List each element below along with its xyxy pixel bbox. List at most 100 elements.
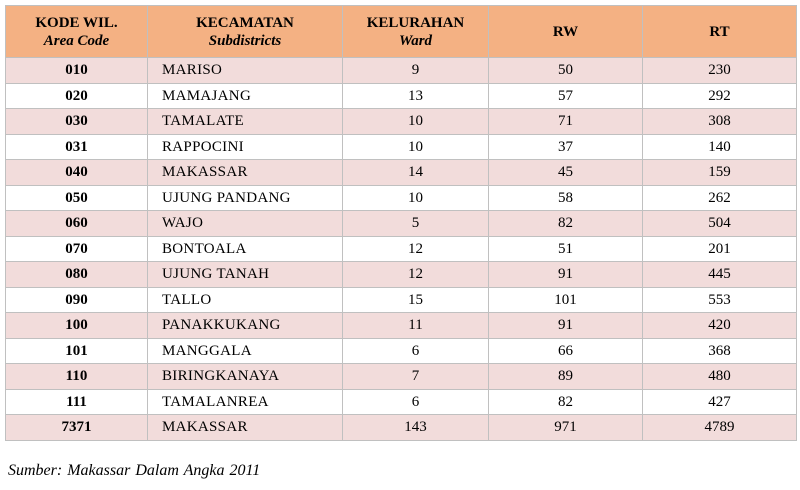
- header-label: KECAMATAN: [196, 14, 294, 31]
- rw-count-cell: 101: [488, 286, 643, 313]
- table-row: 031 RAPPOCINI 10 37 140: [5, 133, 797, 160]
- ward-count-cell: 10: [342, 184, 489, 211]
- subdistrict-cell: BIRINGKANAYA: [147, 363, 343, 390]
- ward-count-cell: 12: [342, 235, 489, 262]
- ward-count-cell: 10: [342, 108, 489, 135]
- subdistrict-cell: UJUNG TANAH: [147, 261, 343, 288]
- header-area-code: KODE WIL. Area Code: [5, 5, 148, 58]
- table-row: 111 TAMALANREA 6 82 427: [5, 388, 797, 415]
- ward-count-cell: 12: [342, 261, 489, 288]
- header-sublabel: Subdistricts: [208, 32, 282, 49]
- table-row: 040 MAKASSAR 14 45 159: [5, 159, 797, 186]
- area-code-cell: 020: [5, 82, 148, 109]
- rt-count-cell: 140: [642, 133, 797, 160]
- rt-count-cell: 420: [642, 312, 797, 339]
- area-code-cell: 030: [5, 108, 148, 135]
- subdistrict-cell: PANAKKUKANG: [147, 312, 343, 339]
- header-sublabel: Area Code: [43, 32, 110, 49]
- rt-count-cell: 292: [642, 82, 797, 109]
- ward-count-cell: 6: [342, 388, 489, 415]
- table-row: 060 WAJO 5 82 504: [5, 210, 797, 237]
- rw-count-cell: 58: [488, 184, 643, 211]
- rt-count-cell: 445: [642, 261, 797, 288]
- data-table-container: KODE WIL. Area Code KECAMATAN Subdistric…: [5, 5, 797, 441]
- rw-count-cell: 57: [488, 82, 643, 109]
- area-code-cell: 100: [5, 312, 148, 339]
- table-row: 080 UJUNG TANAH 12 91 445: [5, 261, 797, 288]
- header-rw: RW: [488, 5, 643, 58]
- area-code-cell: 080: [5, 261, 148, 288]
- table-row: 010 MARISO 9 50 230: [5, 57, 797, 84]
- header-ward: KELURAHAN Ward: [342, 5, 489, 58]
- rw-count-cell: 82: [488, 388, 643, 415]
- table-row: 020 MAMAJANG 13 57 292: [5, 82, 797, 109]
- header-row: KODE WIL. Area Code KECAMATAN Subdistric…: [5, 5, 797, 58]
- ward-count-cell: 11: [342, 312, 489, 339]
- header-label: RT: [709, 23, 730, 40]
- rt-count-cell: 368: [642, 337, 797, 364]
- ward-count-cell: 14: [342, 159, 489, 186]
- subdistrict-cell: UJUNG PANDANG: [147, 184, 343, 211]
- rt-count-cell: 427: [642, 388, 797, 415]
- rw-count-cell: 66: [488, 337, 643, 364]
- rt-count-cell: 4789: [642, 414, 797, 441]
- area-code-cell: 010: [5, 57, 148, 84]
- rw-count-cell: 37: [488, 133, 643, 160]
- subdistrict-cell: RAPPOCINI: [147, 133, 343, 160]
- rt-count-cell: 159: [642, 159, 797, 186]
- rt-count-cell: 308: [642, 108, 797, 135]
- rw-count-cell: 82: [488, 210, 643, 237]
- rw-count-cell: 91: [488, 312, 643, 339]
- subdistrict-cell: TAMALATE: [147, 108, 343, 135]
- table-row: 110 BIRINGKANAYA 7 89 480: [5, 363, 797, 390]
- table-row: 090 TALLO 15 101 553: [5, 286, 797, 313]
- ward-count-cell: 7: [342, 363, 489, 390]
- table-row: 7371 MAKASSAR 143 971 4789: [5, 414, 797, 441]
- ward-count-cell: 5: [342, 210, 489, 237]
- header-rt: RT: [642, 5, 797, 58]
- area-code-cell: 070: [5, 235, 148, 262]
- subdistrict-cell: TAMALANREA: [147, 388, 343, 415]
- subdistrict-cell: WAJO: [147, 210, 343, 237]
- subdistrict-cell: MARISO: [147, 57, 343, 84]
- subdistrict-cell: MAMAJANG: [147, 82, 343, 109]
- rt-count-cell: 230: [642, 57, 797, 84]
- header-label: KODE WIL.: [35, 14, 118, 31]
- ward-count-cell: 143: [342, 414, 489, 441]
- header-label: RW: [552, 23, 579, 40]
- rt-count-cell: 201: [642, 235, 797, 262]
- rw-count-cell: 45: [488, 159, 643, 186]
- area-code-cell: 7371: [5, 414, 148, 441]
- rw-count-cell: 971: [488, 414, 643, 441]
- area-code-cell: 111: [5, 388, 148, 415]
- subdistrict-cell: MANGGALA: [147, 337, 343, 364]
- source-note: Sumber: Makassar Dalam Angka 2011: [8, 462, 261, 479]
- area-code-cell: 090: [5, 286, 148, 313]
- rw-count-cell: 71: [488, 108, 643, 135]
- table-row: 101 MANGGALA 6 66 368: [5, 337, 797, 364]
- header-subdistricts: KECAMATAN Subdistricts: [147, 5, 343, 58]
- table-row: 050 UJUNG PANDANG 10 58 262: [5, 184, 797, 211]
- rw-count-cell: 89: [488, 363, 643, 390]
- subdistrict-cell: MAKASSAR: [147, 414, 343, 441]
- rt-count-cell: 480: [642, 363, 797, 390]
- table-row: 030 TAMALATE 10 71 308: [5, 108, 797, 135]
- rw-count-cell: 51: [488, 235, 643, 262]
- rt-count-cell: 504: [642, 210, 797, 237]
- area-code-cell: 110: [5, 363, 148, 390]
- subdistrict-table: KODE WIL. Area Code KECAMATAN Subdistric…: [5, 5, 797, 441]
- subdistrict-cell: BONTOALA: [147, 235, 343, 262]
- header-label: KELURAHAN: [366, 14, 465, 31]
- area-code-cell: 101: [5, 337, 148, 364]
- subdistrict-cell: TALLO: [147, 286, 343, 313]
- area-code-cell: 040: [5, 159, 148, 186]
- ward-count-cell: 13: [342, 82, 489, 109]
- rw-count-cell: 50: [488, 57, 643, 84]
- rt-count-cell: 262: [642, 184, 797, 211]
- area-code-cell: 031: [5, 133, 148, 160]
- table-body: 010 MARISO 9 50 230 020 MAMAJANG 13 57 292 030 TAMA…: [5, 57, 797, 441]
- subdistrict-cell: MAKASSAR: [147, 159, 343, 186]
- table-row: 070 BONTOALA 12 51 201: [5, 235, 797, 262]
- table-row: 100 PANAKKUKANG 11 91 420: [5, 312, 797, 339]
- area-code-cell: 050: [5, 184, 148, 211]
